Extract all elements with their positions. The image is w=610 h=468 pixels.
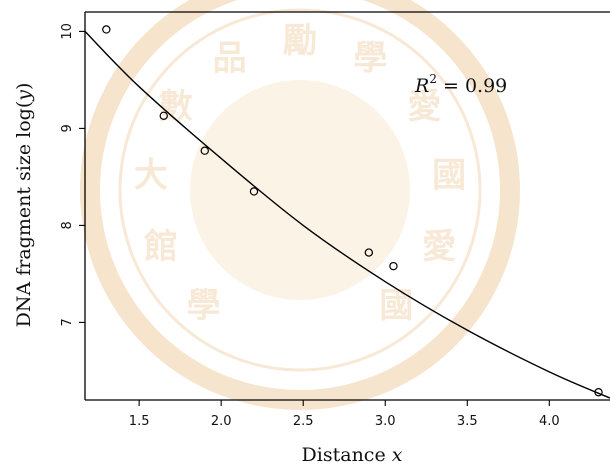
- seal-character: 勵: [283, 21, 317, 61]
- seal-character: 館: [144, 227, 178, 267]
- data-points: [102, 25, 603, 397]
- seal-character: 愛: [407, 87, 441, 127]
- y-tick-label: 9: [60, 124, 75, 132]
- seal-character: 國: [432, 155, 466, 195]
- y-tick-label: 8: [60, 221, 75, 229]
- university-seal-watermark: 學館大數品勵學愛國愛國: [80, 0, 520, 410]
- seal-character: 數: [159, 87, 193, 127]
- data-point: [102, 25, 111, 34]
- x-tick-label: 2.5: [293, 414, 314, 429]
- x-tick-label: 4.0: [539, 414, 560, 429]
- seal-character: 學: [187, 286, 221, 326]
- data-point: [389, 261, 398, 271]
- seal-character: 品: [213, 39, 247, 79]
- seal-character: 愛: [422, 227, 456, 267]
- x-tick-label: 1.5: [129, 414, 150, 429]
- seal-lettering: 學館大數品勵學愛國愛國: [134, 21, 466, 326]
- r-squared-annotation: R2 = 0.99: [414, 72, 507, 97]
- x-tick-label: 3.5: [457, 414, 478, 429]
- seal-character: 國: [379, 286, 413, 326]
- data-point: [159, 111, 168, 120]
- y-tick-label: 10: [60, 23, 75, 40]
- y-axis-title: DNA fragment size log(y): [13, 83, 35, 328]
- data-point: [249, 187, 259, 196]
- data-point: [200, 146, 209, 155]
- data-point: [364, 248, 374, 257]
- seal-character: 大: [134, 155, 168, 195]
- axis-ticks: 1.5 2.0 2.5 3.0 3.5 4.0 7 8 9 10: [60, 23, 560, 429]
- seal-character: 學: [353, 39, 387, 79]
- plot-frame: [84, 11, 610, 401]
- x-tick-label: 2.0: [211, 414, 232, 429]
- data-point: [594, 388, 603, 397]
- fit-curve: [84, 30, 610, 399]
- x-tick-label: 3.0: [375, 414, 396, 429]
- x-axis-title: Distance x: [302, 444, 403, 466]
- y-tick-label: 7: [60, 318, 75, 326]
